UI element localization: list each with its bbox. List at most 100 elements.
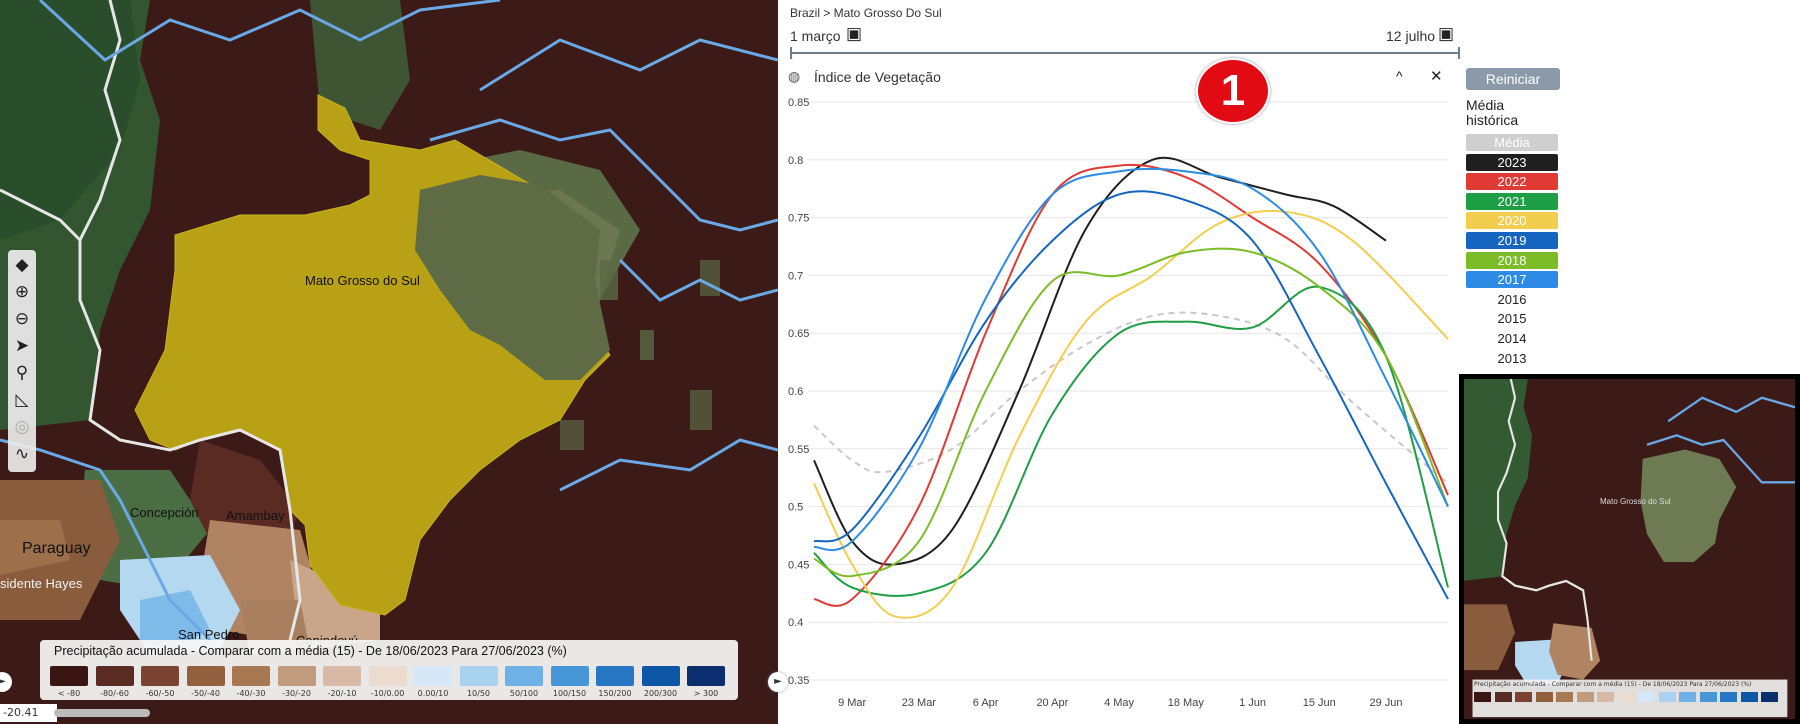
map-canvas[interactable] — [0, 0, 778, 724]
thumbnail-legend-swatch — [1576, 692, 1594, 702]
close-icon[interactable]: ✕ — [1430, 68, 1443, 85]
map-label-region: Mato Grosso do Sul — [305, 273, 420, 288]
panel-toggle-button[interactable]: ► — [768, 672, 788, 692]
legend-swatch-label: 100/150 — [552, 689, 587, 698]
globe-icon: ◍ — [788, 68, 801, 84]
y-tick-label: 0.6 — [788, 386, 803, 398]
legend-swatch — [505, 666, 543, 686]
series-line-2023[interactable] — [813, 156, 1387, 566]
year-toggle-2016[interactable]: 2016 — [1497, 291, 1527, 307]
range-handle-start[interactable] — [790, 47, 792, 59]
legend-swatch — [687, 666, 725, 686]
series-line-2017[interactable] — [813, 167, 1449, 552]
y-tick-label: 0.45 — [788, 559, 809, 571]
year-toggle-2021[interactable]: 2021 — [1466, 192, 1558, 210]
y-tick-label: 0.5 — [788, 502, 803, 514]
year-toggle-2015[interactable]: 2015 — [1497, 311, 1527, 327]
year-toggle-2017[interactable]: 2017 — [1466, 271, 1558, 289]
locate-icon[interactable]: ◎ — [14, 417, 30, 437]
map-thumbnail[interactable]: Mato Grosso do Sul Precipitação acumulad… — [1459, 374, 1800, 724]
legend-swatch-label: -10/0.00 — [370, 689, 405, 698]
range-handle-end[interactable] — [1458, 47, 1460, 59]
series-line-2019[interactable] — [813, 190, 1449, 600]
x-tick-label: 29 Jun — [1370, 697, 1403, 709]
layers-icon[interactable]: ◆ — [15, 255, 29, 275]
legend-swatch-label: -80/-60 — [100, 689, 129, 698]
zoom-in-icon[interactable]: ⊕ — [14, 282, 30, 302]
legend-swatch — [186, 666, 225, 686]
calendar-icon[interactable]: ▣ — [1438, 24, 1455, 43]
thumbnail-label-region: Mato Grosso do Sul — [1600, 497, 1671, 506]
precipitation-map[interactable]: Mato Grosso do Sul Concepción Amambay Pa… — [0, 0, 778, 724]
legend-swatch — [277, 666, 316, 686]
legend-swatch-label: 0.00/10 — [417, 689, 449, 698]
vegetation-index-chart[interactable]: 0.35 0.4 0.45 0.5 0.55 0.6 0.65 0.7 0.75 0.8 0.85 9… — [778, 90, 1458, 720]
legend-swatch — [414, 666, 452, 686]
x-tick-label: 1 Jun — [1239, 697, 1266, 709]
year-toggle-média[interactable]: Média — [1466, 134, 1558, 151]
series-line-2020[interactable] — [813, 209, 1449, 619]
draw-path-icon[interactable]: ∿ — [14, 444, 30, 464]
legend-swatch-label: -60/-50 — [145, 689, 175, 698]
y-tick-label: 0.8 — [788, 155, 803, 167]
year-toggle-2020[interactable]: 2020 — [1466, 212, 1558, 230]
legend-swatch — [323, 666, 361, 686]
y-tick-label: 0.65 — [788, 328, 809, 340]
timeline-scrollbar[interactable] — [54, 709, 150, 717]
thumbnail-legend-swatch — [1617, 692, 1635, 702]
collapse-icon[interactable]: ^ — [1396, 68, 1403, 84]
measure-icon[interactable]: ◺ — [15, 390, 29, 410]
thumbnail-legend-swatch — [1556, 692, 1573, 702]
legend-swatch-label: 200/300 — [643, 689, 678, 698]
zoom-out-icon[interactable]: ⊖ — [14, 309, 30, 329]
legend-swatch — [368, 666, 407, 686]
x-tick-label: 15 Jun — [1303, 697, 1336, 709]
series-line-2021[interactable] — [813, 285, 1449, 597]
legend-swatch — [50, 666, 88, 686]
calendar-icon[interactable]: ▣ — [846, 24, 863, 43]
x-tick-label: 20 Apr — [1036, 697, 1068, 709]
map-legend: Precipitação acumulada - Comparar com a … — [40, 640, 738, 700]
breadcrumb[interactable]: Brazil > Mato Grosso Do Sul — [790, 6, 942, 20]
x-tick-label: 6 Apr — [973, 697, 999, 709]
chart-panel: ► Brazil > Mato Grosso Do Sul 1 março ▣ … — [768, 0, 1460, 724]
legend-title: Precipitação acumulada - Comparar com a … — [54, 644, 567, 658]
year-toggle-2023[interactable]: 2023 — [1466, 153, 1558, 171]
x-tick-label: 4 May — [1104, 697, 1134, 709]
year-toggle-2019[interactable]: 2019 — [1466, 232, 1558, 249]
thumbnail-legend-swatch — [1597, 692, 1614, 702]
map-label-concepcion: Concepción — [130, 505, 199, 520]
reset-button[interactable]: Reiniciar — [1466, 68, 1560, 90]
year-toggle-2018[interactable]: 2018 — [1466, 251, 1558, 269]
year-toggle-2014[interactable]: 2014 — [1497, 331, 1527, 346]
date-start[interactable]: 1 março — [790, 28, 841, 44]
date-end[interactable]: 12 julho — [1386, 28, 1436, 44]
legend-swatch — [641, 666, 680, 686]
series-line-média[interactable] — [813, 311, 1449, 485]
y-tick-label: 0.7 — [788, 270, 803, 282]
y-tick-label: 0.4 — [788, 617, 803, 629]
year-toggle-2022[interactable]: 2022 — [1466, 173, 1558, 191]
thumbnail-legend-swatch — [1474, 692, 1491, 702]
thumbnail-legend-swatch — [1720, 692, 1737, 702]
series-line-2018[interactable] — [813, 247, 1449, 578]
thumbnail-legend-swatch — [1761, 692, 1778, 702]
x-tick-label: 18 May — [1168, 697, 1205, 709]
thumbnail-legend-swatch — [1494, 692, 1512, 702]
y-tick-label: 0.55 — [788, 444, 809, 456]
year-toggle-2013[interactable]: 2013 — [1497, 350, 1527, 366]
thumbnail-canvas — [1464, 379, 1795, 718]
navigate-arrow-icon[interactable]: ➤ — [14, 336, 30, 356]
chart-title: Índice de Vegetação — [814, 69, 941, 85]
scroll-left-button[interactable]: ► — [0, 672, 12, 692]
legend-swatch-label: -50/-40 — [191, 689, 220, 698]
legend-swatch — [95, 666, 134, 686]
y-tick-label: 0.35 — [788, 675, 809, 687]
date-range-slider[interactable] — [790, 52, 1460, 54]
thumbnail-legend-swatch — [1740, 692, 1758, 702]
x-tick-label: 9 Mar — [838, 697, 866, 709]
search-icon[interactable]: ⚲ — [15, 363, 29, 383]
legend-swatch — [596, 666, 634, 686]
series-line-2022[interactable] — [813, 163, 1449, 607]
step-badge: 1 — [1196, 58, 1270, 124]
